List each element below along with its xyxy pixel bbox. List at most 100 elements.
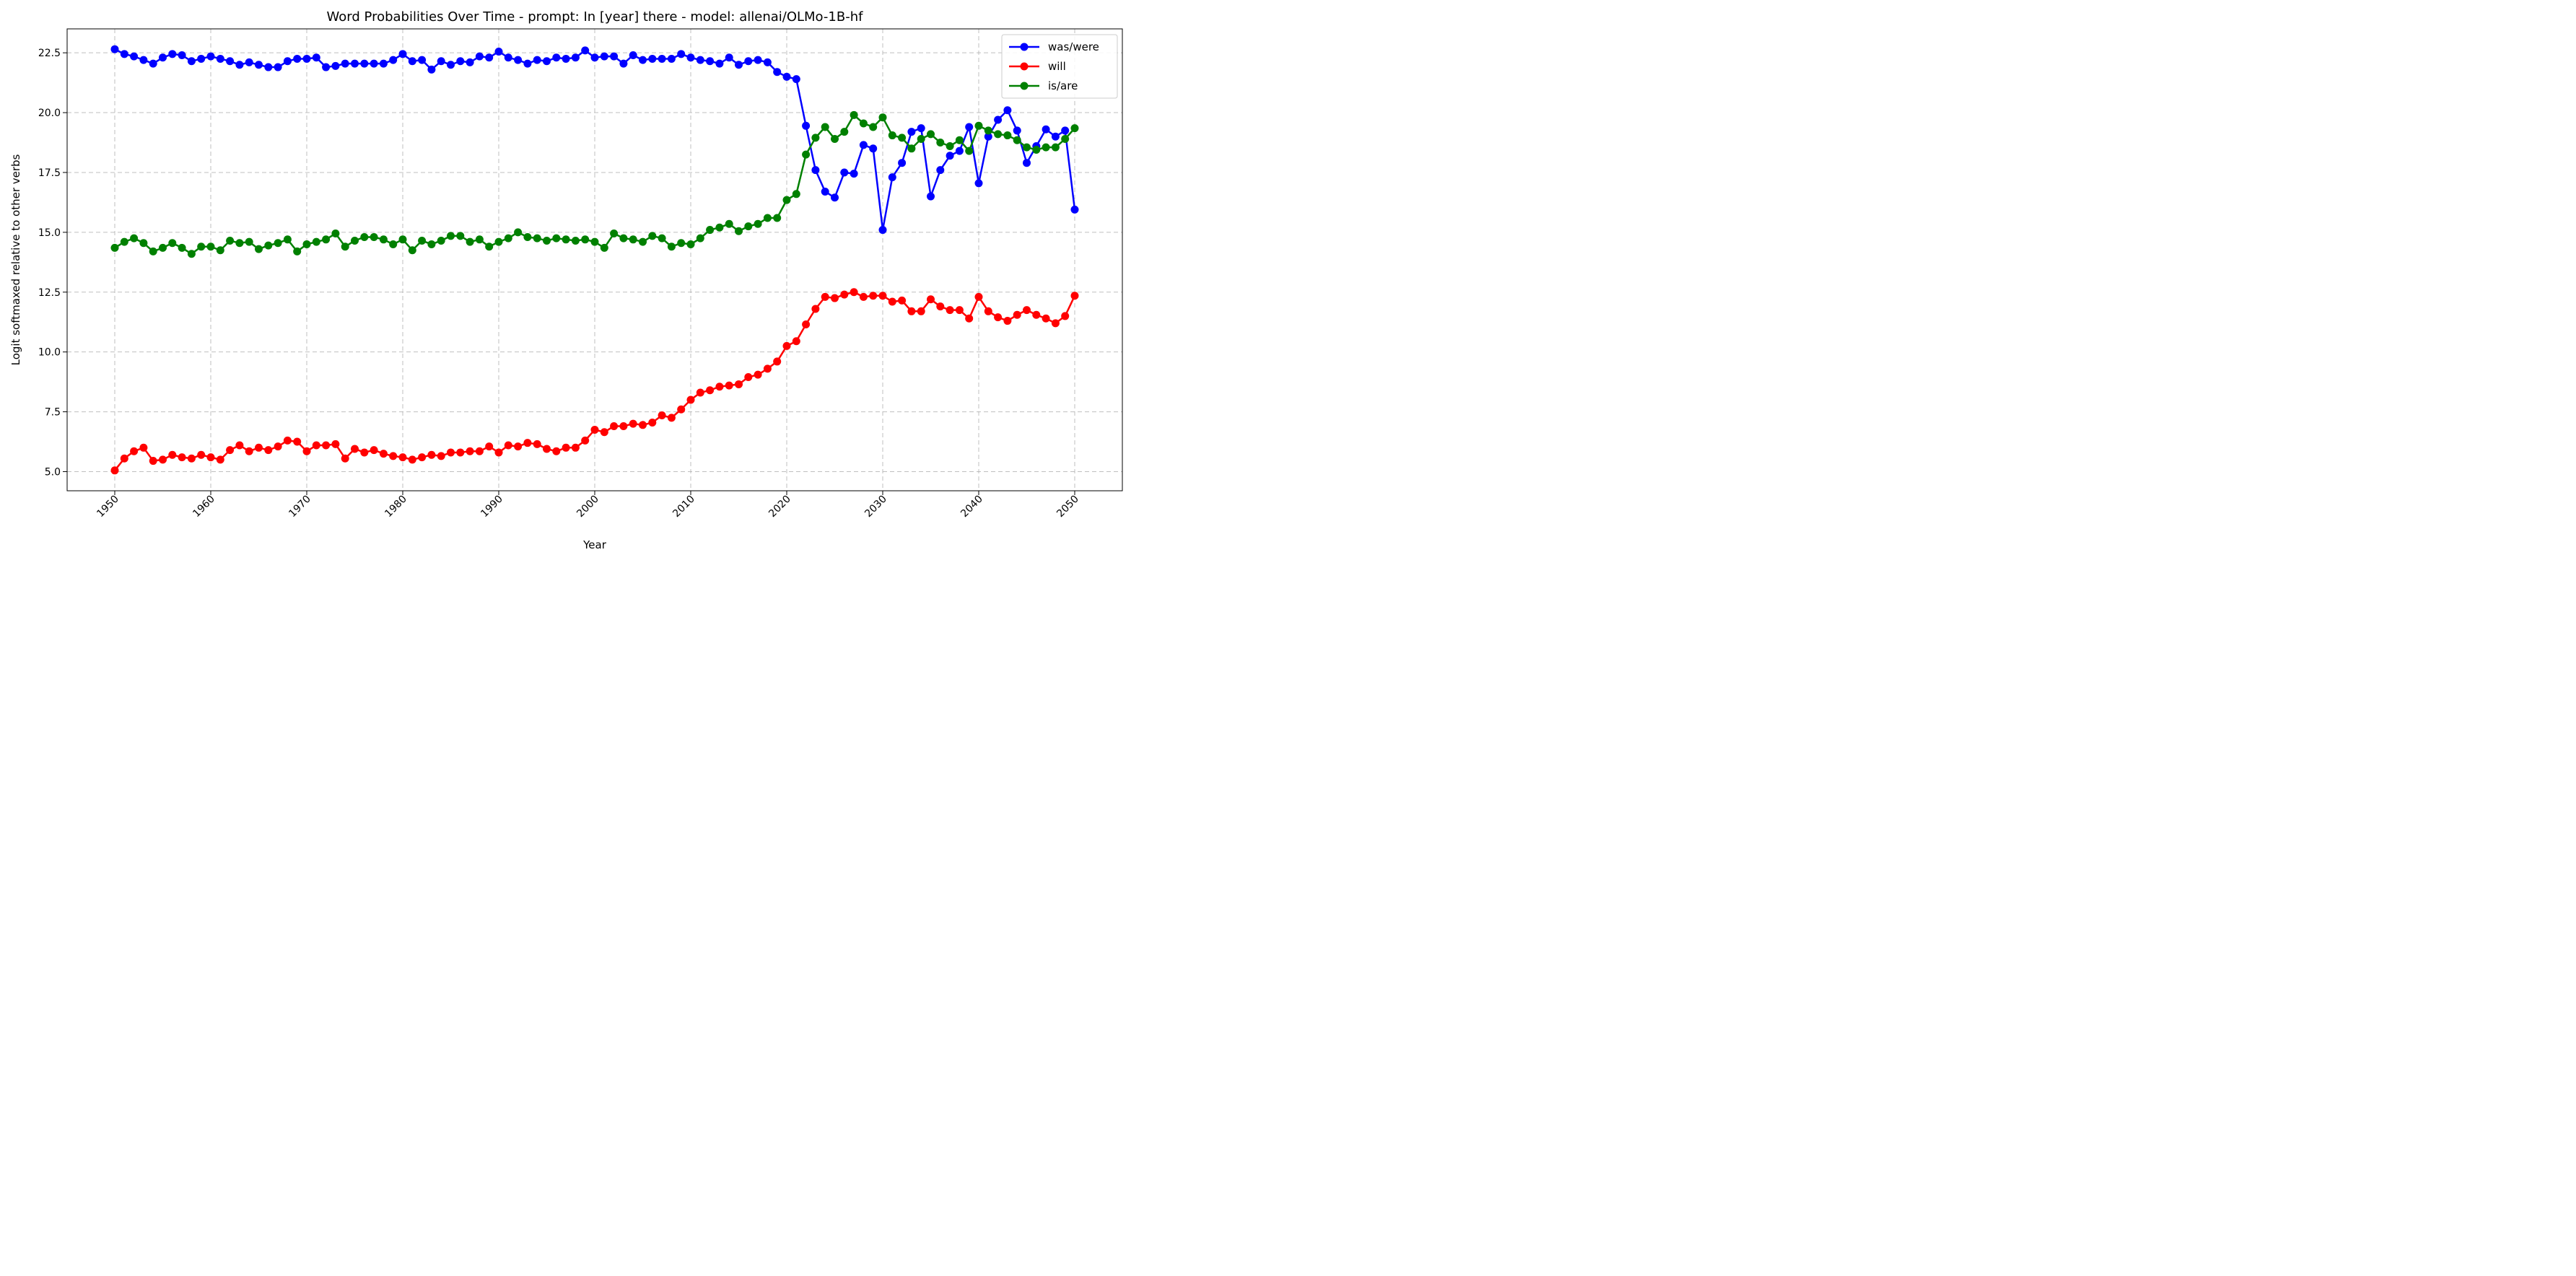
data-point-is-are bbox=[552, 234, 561, 242]
data-point-was-were bbox=[130, 52, 139, 61]
data-point-is-are bbox=[735, 227, 743, 235]
data-point-will bbox=[139, 443, 148, 452]
data-point-is-are bbox=[293, 247, 302, 255]
data-point-was-were bbox=[370, 59, 378, 68]
data-point-is-are bbox=[274, 239, 282, 248]
data-point-was-were bbox=[610, 52, 619, 61]
data-point-was-were bbox=[639, 56, 647, 64]
data-point-is-are bbox=[965, 147, 974, 155]
data-point-will bbox=[322, 441, 331, 450]
data-point-will bbox=[187, 454, 196, 463]
data-point-will bbox=[571, 443, 580, 452]
data-point-was-were bbox=[763, 58, 772, 66]
data-point-will bbox=[811, 305, 820, 313]
data-point-will bbox=[802, 320, 811, 329]
data-point-is-are bbox=[360, 233, 369, 241]
series-was-were bbox=[110, 45, 1079, 235]
data-point-was-were bbox=[255, 61, 263, 69]
data-point-is-are bbox=[1032, 145, 1041, 154]
legend-label-was-were: was/were bbox=[1048, 40, 1099, 53]
data-point-is-are bbox=[456, 232, 465, 240]
data-point-was-were bbox=[898, 159, 907, 167]
y-tick-label: 20.0 bbox=[38, 108, 61, 119]
data-point-was-were bbox=[984, 132, 992, 141]
data-point-will bbox=[619, 421, 628, 430]
data-point-was-were bbox=[447, 61, 455, 69]
data-point-was-were bbox=[408, 57, 416, 66]
data-point-was-were bbox=[360, 59, 369, 68]
data-point-is-are bbox=[773, 214, 782, 222]
data-point-will bbox=[216, 455, 224, 464]
data-point-is-are bbox=[715, 223, 724, 232]
data-point-will bbox=[533, 440, 541, 448]
data-point-will bbox=[504, 441, 512, 450]
data-point-was-were bbox=[792, 75, 800, 84]
data-point-is-are bbox=[418, 236, 427, 245]
data-point-is-are bbox=[581, 235, 590, 244]
data-point-was-were bbox=[341, 59, 349, 68]
data-point-was-were bbox=[274, 63, 282, 71]
data-point-will bbox=[341, 454, 349, 463]
data-point-is-are bbox=[888, 131, 896, 140]
data-point-will bbox=[1070, 292, 1079, 300]
data-point-will bbox=[763, 364, 772, 373]
data-point-was-were bbox=[629, 51, 637, 59]
data-point-was-were bbox=[427, 65, 436, 74]
data-point-was-were bbox=[331, 61, 340, 70]
data-point-is-are bbox=[754, 219, 762, 228]
data-point-will bbox=[869, 292, 878, 300]
data-point-was-were bbox=[725, 53, 733, 62]
data-point-will bbox=[485, 442, 494, 451]
series-is-are bbox=[110, 110, 1079, 258]
data-point-will bbox=[782, 341, 791, 350]
data-point-is-are bbox=[859, 119, 868, 128]
data-point-will bbox=[792, 337, 800, 346]
data-point-will bbox=[878, 292, 887, 300]
data-point-is-are bbox=[226, 236, 235, 245]
data-point-was-were bbox=[197, 54, 206, 63]
data-point-will bbox=[955, 306, 964, 315]
plot-frame bbox=[66, 28, 1123, 491]
data-point-is-are bbox=[907, 144, 916, 153]
data-point-will bbox=[686, 396, 695, 404]
data-point-was-were bbox=[696, 56, 704, 64]
data-point-was-were bbox=[619, 59, 628, 68]
data-point-was-were bbox=[379, 59, 388, 68]
data-point-is-are bbox=[408, 246, 416, 255]
data-point-was-were bbox=[706, 57, 715, 66]
data-point-is-are bbox=[936, 139, 945, 147]
data-point-is-are bbox=[283, 235, 292, 244]
data-point-was-were bbox=[418, 56, 427, 64]
data-point-was-were bbox=[754, 56, 762, 64]
data-point-is-are bbox=[110, 243, 119, 252]
data-point-will bbox=[715, 383, 724, 391]
data-point-is-are bbox=[706, 226, 715, 235]
data-point-was-were bbox=[110, 45, 119, 53]
data-point-was-were bbox=[1061, 126, 1070, 135]
data-point-was-were bbox=[571, 53, 580, 62]
data-point-was-were bbox=[1003, 106, 1012, 115]
data-point-was-were bbox=[149, 59, 157, 68]
data-point-is-are bbox=[744, 222, 753, 231]
data-point-will bbox=[494, 448, 503, 457]
data-point-is-are bbox=[370, 233, 378, 241]
data-point-was-were bbox=[686, 53, 695, 62]
data-point-was-were bbox=[139, 56, 148, 64]
data-point-will bbox=[667, 414, 676, 422]
data-point-is-are bbox=[389, 240, 398, 248]
data-point-will bbox=[994, 313, 1003, 322]
data-point-will bbox=[658, 411, 666, 420]
data-point-is-are bbox=[658, 234, 666, 242]
data-point-will bbox=[725, 381, 733, 390]
data-point-is-are bbox=[245, 237, 253, 246]
data-point-was-were bbox=[283, 57, 292, 66]
data-point-was-were bbox=[821, 187, 829, 196]
data-point-was-were bbox=[648, 54, 657, 63]
data-point-is-are bbox=[197, 242, 206, 251]
data-point-was-were bbox=[600, 52, 608, 61]
data-point-is-are bbox=[898, 134, 907, 142]
data-point-will bbox=[821, 292, 829, 301]
data-point-was-were bbox=[859, 141, 868, 149]
data-point-is-are bbox=[139, 239, 148, 248]
data-point-will bbox=[168, 450, 177, 459]
